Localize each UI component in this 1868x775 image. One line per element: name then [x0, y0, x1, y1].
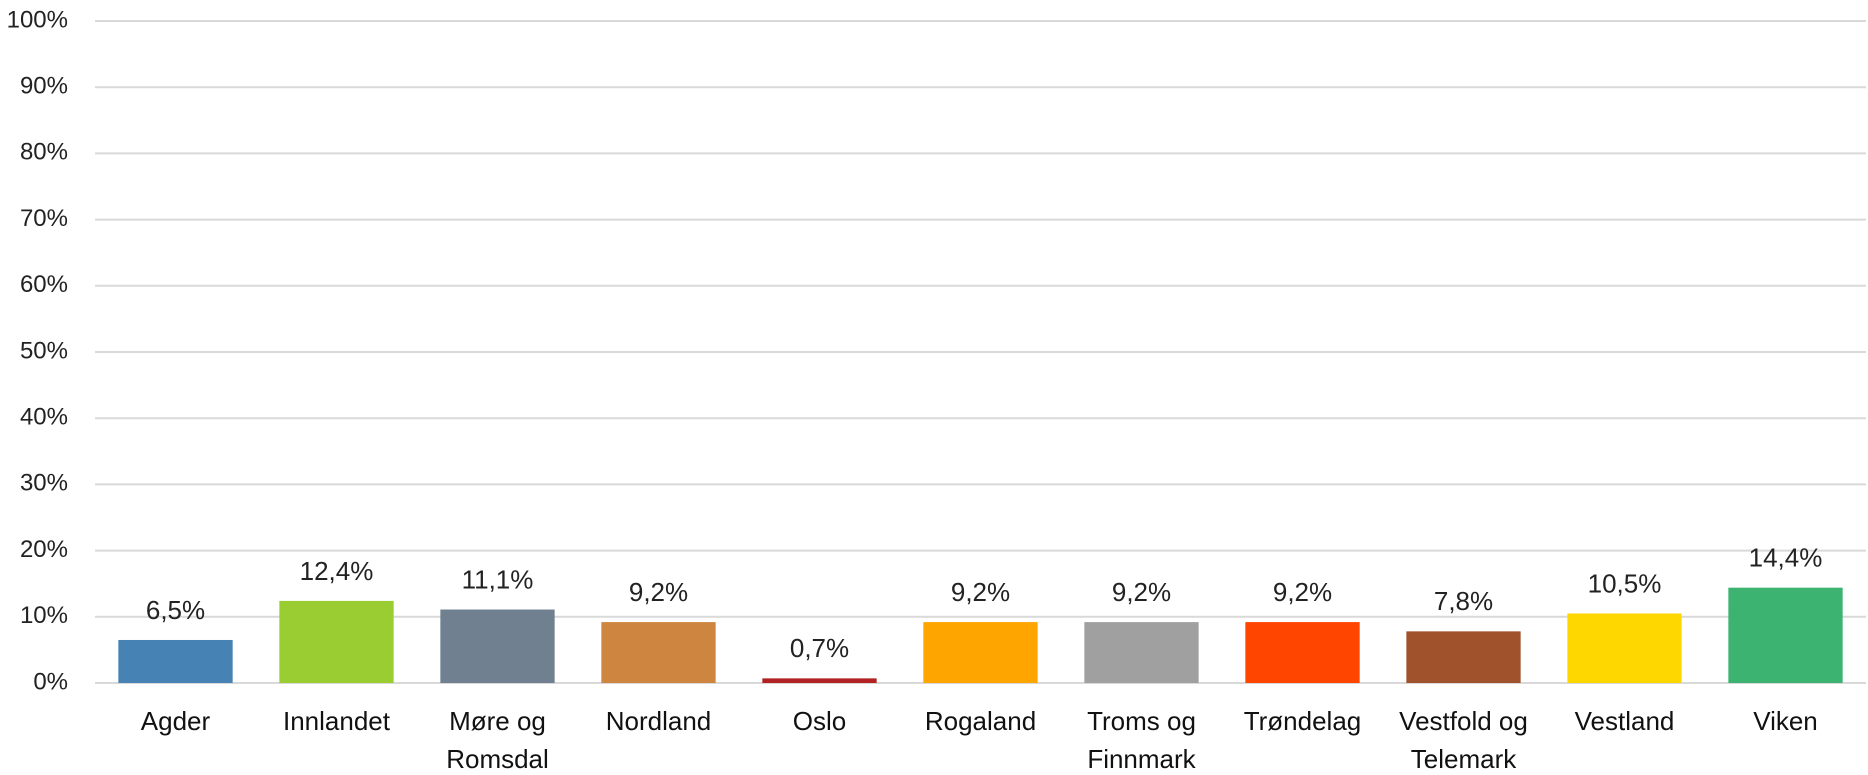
bar — [118, 639, 233, 683]
y-tick-label: 50% — [20, 337, 68, 364]
x-tick-label: Oslo — [792, 706, 847, 736]
y-tick-label: 30% — [20, 470, 68, 497]
data-label: 11,1% — [462, 564, 534, 594]
data-label: 6,5% — [146, 595, 205, 625]
bar — [762, 678, 877, 683]
x-tick-label: Troms og Finnmark — [1087, 706, 1196, 774]
x-tick-label: Møre og Romsdal — [446, 706, 549, 774]
y-tick-label: 80% — [20, 139, 68, 166]
data-label: 9,2% — [629, 577, 688, 607]
x-tick-label: Trøndelag — [1243, 706, 1362, 736]
y-tick-label: 20% — [20, 536, 68, 563]
data-label: 0,7% — [790, 633, 849, 663]
y-tick-label: 0% — [33, 668, 68, 695]
bar — [440, 609, 555, 683]
bar — [1567, 613, 1682, 683]
x-tick-label: Nordland — [605, 706, 712, 736]
y-tick-label: 100% — [7, 6, 68, 33]
bar — [601, 622, 716, 683]
bar — [923, 622, 1038, 683]
data-label: 12,4% — [300, 556, 374, 586]
y-tick-label: 70% — [20, 205, 68, 232]
data-label: 9,2% — [1273, 577, 1332, 607]
bar — [1406, 631, 1521, 683]
data-label: 7,8% — [1434, 586, 1493, 616]
data-label: 9,2% — [1112, 577, 1171, 607]
y-tick-label: 10% — [20, 602, 68, 629]
x-tick-label: Innlandet — [283, 706, 390, 736]
bar — [279, 600, 394, 683]
x-tick-label: Viken — [1753, 706, 1818, 736]
bar — [1728, 587, 1843, 683]
y-tick-label: 40% — [20, 404, 68, 431]
y-tick-label: 90% — [20, 73, 68, 100]
data-label: 10,5% — [1588, 568, 1662, 598]
x-tick-label: Vestland — [1574, 706, 1675, 736]
x-tick-label: Vestfold og Telemark — [1399, 706, 1528, 774]
bar — [1084, 622, 1199, 683]
data-label: 9,2% — [951, 577, 1010, 607]
bar — [1245, 622, 1360, 683]
data-label: 14,4% — [1749, 543, 1823, 573]
y-tick-label: 60% — [20, 271, 68, 298]
x-tick-label: Rogaland — [924, 706, 1037, 736]
x-tick-label: Agder — [140, 706, 211, 736]
